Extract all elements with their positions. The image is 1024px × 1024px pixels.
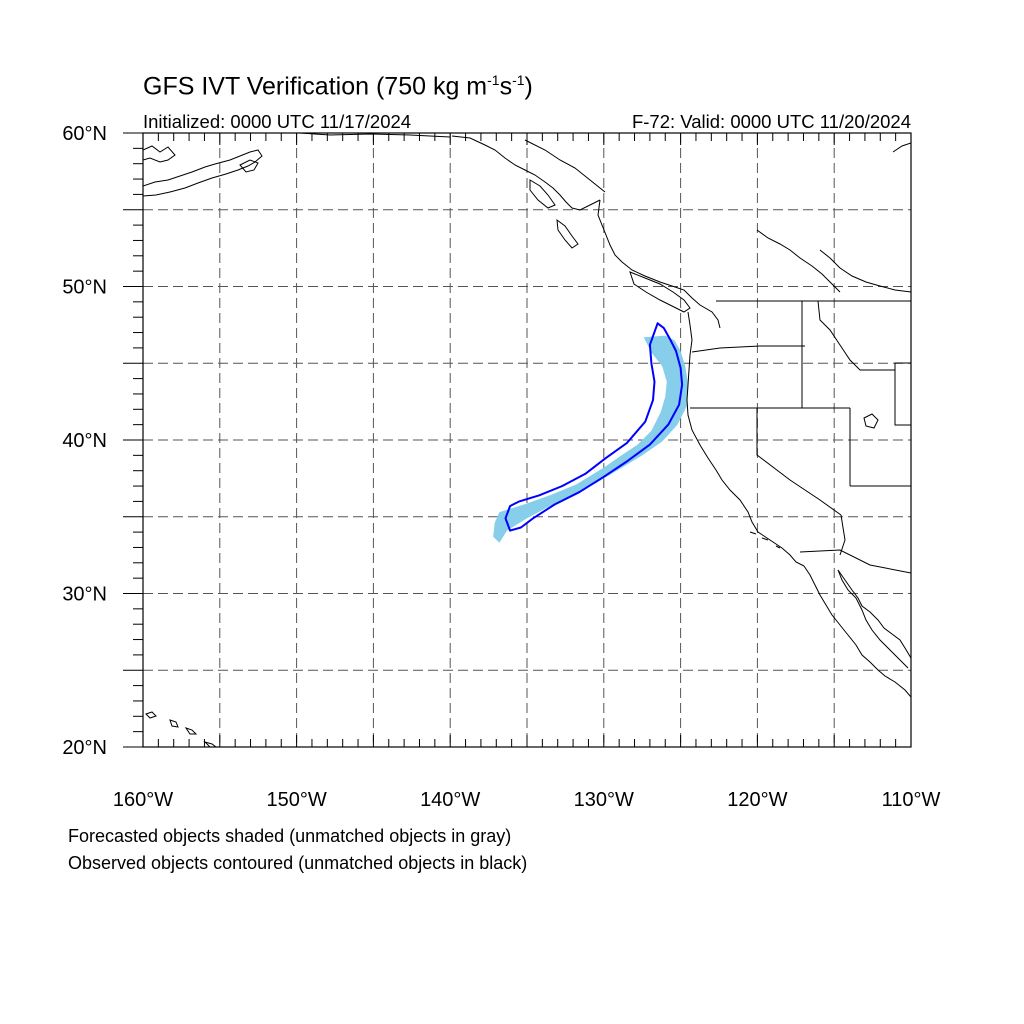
hawaii-island-4 [203,740,217,747]
lon-tick-label: 120°W [727,789,787,811]
forecast-legend-note: Forecasted objects shaded (unmatched obj… [68,826,512,846]
lon-tick-label: 150°W [266,789,326,811]
us-west-coast [686,311,805,567]
lon-tick-label: 130°W [574,789,634,811]
interior-river-2 [819,249,911,293]
alaska-coast [143,145,176,163]
hawaii-island-2 [169,719,179,728]
id-mt-border [817,300,895,371]
lon-tick-label: 110°W [882,789,941,811]
lat-tick-label: 50°N [62,277,107,299]
us-mexico-border [799,549,911,574]
hawaii-island-3 [184,727,198,735]
interior-river-1 [756,229,841,293]
coastlines [143,133,911,747]
observed-ivt-contour [504,322,684,532]
alaska-islands [529,179,556,209]
nv-ca-border [756,408,842,516]
lon-tick-label: 140°W [420,789,480,811]
valid-time-label: F-72: Valid: 0000 UTC 11/20/2024 [631,111,911,132]
observed-objects [504,322,684,532]
baja-coast-west [803,565,911,698]
hudson-coast [892,142,911,153]
axis-ticks: 160°W 150°W 140°W 130°W 120°W 110°W 20°N 30°N 40… [62,123,940,811]
init-time-label: Initialized: 0000 UTC 11/17/2024 [143,111,412,132]
forecast-ivt-object [493,335,689,543]
alaska-coast-east [299,133,451,138]
lon-tick-label: 160°W [113,789,173,811]
lat-tick-label: 30°N [62,584,107,606]
lat-tick-label: 20°N [62,737,107,759]
se-alaska-coast [451,135,601,211]
wa-or-border [691,345,805,353]
lat-tick-label: 60°N [62,123,107,145]
graticule [143,133,911,747]
chart-title: GFS IVT Verification (750 kg m-1s-1) [143,72,533,101]
forecast-objects [493,335,689,543]
alaska-peninsula [143,149,263,197]
haida-gwaii [556,218,579,249]
vancouver-island [629,271,691,313]
bc-coast [597,199,721,329]
lat-tick-label: 40°N [62,430,107,452]
kodiak-island [239,159,259,173]
gulf-of-california [837,569,909,669]
channel-islands [749,531,781,549]
hawaii-island-1 [145,711,157,719]
observed-legend-note: Observed objects contoured (unmatched ob… [68,853,528,873]
baja-coast-east [837,569,911,659]
wy-border [894,362,911,426]
alaska-canada-border [524,139,606,193]
az-border [839,514,846,556]
political-boundaries [524,139,911,574]
great-salt-lake [863,413,879,429]
